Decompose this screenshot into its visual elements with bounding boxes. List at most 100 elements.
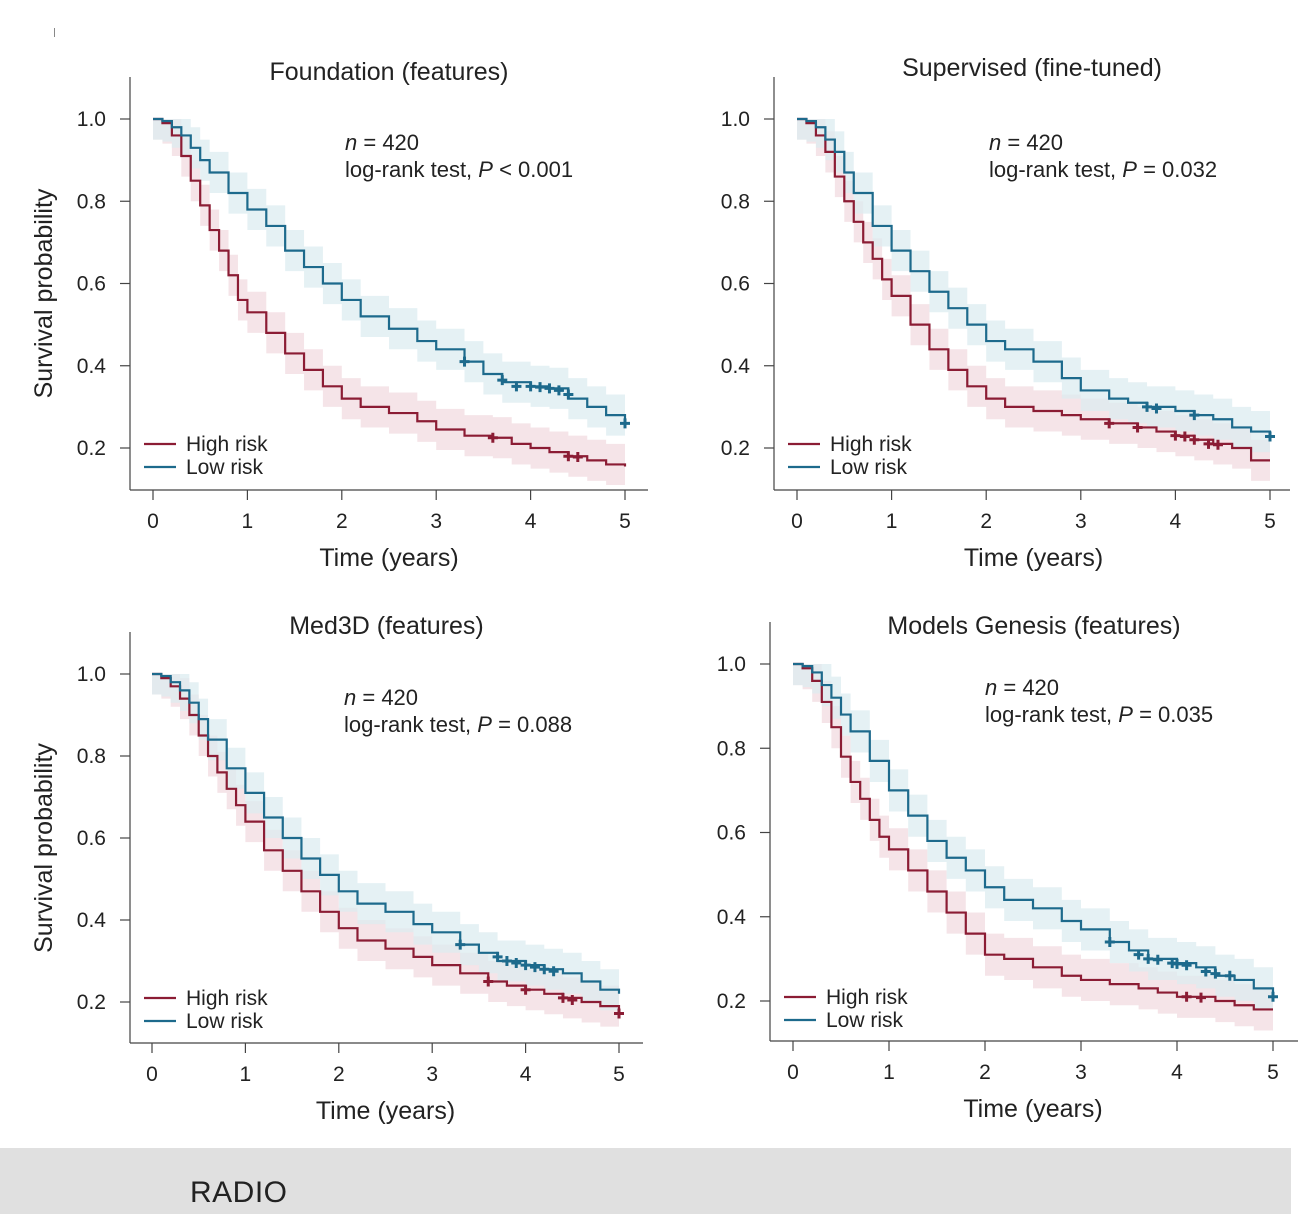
censor-mark-high-risk [614,1008,624,1019]
censor-mark-low-risk [459,356,470,367]
y-tick-label: 0.2 [717,990,746,1013]
chart-title: Supervised (fine-tuned) [902,54,1162,82]
annotation-log-rank: log-rank test, P = 0.088 [344,712,572,737]
censor-mark-high-risk [1170,430,1181,441]
x-axis-title: Time (years) [316,1097,455,1125]
censor-mark-high-risk [567,994,578,1005]
footer-bar [0,1148,1291,1214]
x-tick-label: 5 [613,1063,625,1086]
chart-panel-1: 1.0 0.8 0.6 0.4 0.2 0 1 2 3 4 5 Foundation (feature… [30,58,648,572]
x-tick-label: 3 [430,510,442,533]
x-tick-label: 2 [333,1063,345,1086]
x-tick-label: 5 [619,510,631,533]
censor-mark-high-risk [1132,422,1143,433]
y-axis-title: Survival probability [30,188,58,398]
censor-mark-low-risk [535,382,546,393]
x-tick-label: 5 [1267,1061,1279,1084]
legend-label-high-risk: High risk [826,986,908,1009]
censor-mark-low-risk [1151,403,1162,414]
x-tick-label: 3 [426,1063,438,1086]
annotation-n: n = 420 [989,130,1063,155]
censor-mark-low-risk [520,960,531,971]
censor-mark-high-risk [1179,431,1190,442]
y-tick-label: 0.6 [77,273,106,296]
censor-mark-low-risk [563,389,574,400]
x-axis-title: Time (years) [963,1095,1102,1123]
x-tick-label: 4 [525,510,537,533]
x-tick-label: 4 [1171,1061,1183,1084]
y-tick-label: 1.0 [77,663,106,686]
censor-mark-high-risk [572,452,583,463]
censor-mark-high-risk [487,432,498,443]
y-tick-label: 0.6 [721,273,750,296]
legend-label-high-risk: High risk [830,433,912,456]
censor-mark-high-risk [1189,434,1200,445]
x-tick-label: 0 [791,510,803,533]
x-tick-label: 2 [336,510,348,533]
censor-mark-low-risk [1104,937,1115,948]
censor-mark-low-risk [539,964,550,975]
legend-label-low-risk: Low risk [826,1009,904,1032]
legend-label-high-risk: High risk [186,433,268,456]
censor-mark-high-risk [1203,438,1214,449]
annotation-log-rank: log-rank test, P = 0.032 [989,157,1217,182]
censor-mark-high-risk [1104,418,1115,429]
censor-mark-low-risk [1152,954,1163,965]
y-tick-label: 0.4 [717,906,747,929]
survival-curve-low-risk [793,662,1275,997]
y-tick-label: 0.2 [77,991,106,1014]
censor-mark-low-risk [1268,991,1278,1002]
y-tick-label: 0.8 [721,190,750,213]
chart-panel-3: 1.0 0.8 0.6 0.4 0.2 0 1 2 3 4 5 Med3D (features) Tim… [30,612,643,1125]
chart-panel-2: 1.0 0.8 0.6 0.4 0.2 0 1 2 3 4 5 Supervised (fine-tu… [721,54,1290,572]
x-tick-label: 3 [1075,1061,1087,1084]
y-tick-label: 0.8 [77,190,106,213]
censor-mark-low-risk [525,381,536,392]
censor-mark-low-risk [553,385,564,396]
censor-mark-low-risk [501,956,512,966]
y-tick-label: 0.2 [77,437,106,460]
censor-mark-low-risk [1172,958,1182,969]
chart-title: Med3D (features) [289,612,484,640]
censor-mark-high-risk [520,984,531,995]
x-tick-label: 1 [883,1061,895,1084]
x-axis-title: Time (years) [319,544,458,572]
x-tick-label: 0 [147,510,159,533]
corner-mark [54,28,55,37]
x-tick-label: 3 [1075,510,1087,533]
legend-label-high-risk: High risk [186,987,268,1010]
annotation-n: n = 420 [344,685,418,710]
censor-mark-low-risk [544,383,555,394]
x-tick-label: 4 [520,1063,532,1086]
censor-mark-low-risk [548,966,559,977]
censor-mark-low-risk [620,418,630,429]
chart-title: Models Genesis (features) [887,612,1180,640]
x-tick-label: 2 [979,1061,991,1084]
y-tick-label: 0.8 [717,737,746,760]
y-tick-label: 0.8 [77,745,106,768]
annotation-log-rank: log-rank test, P < 0.001 [345,157,573,182]
y-tick-label: 0.6 [77,827,106,850]
x-tick-label: 0 [146,1063,158,1086]
censor-mark-low-risk [1143,953,1154,964]
x-tick-label: 5 [1264,510,1276,533]
censor-mark-low-risk [1265,431,1275,442]
y-tick-label: 1.0 [717,653,746,676]
censor-mark-low-risk [511,381,522,392]
chart-panel-4: 1.0 0.8 0.6 0.4 0.2 0 1 2 3 4 5 Models Genesis (fea… [717,612,1298,1123]
x-tick-label: 1 [242,510,254,533]
survival-curve-high-risk [153,117,627,467]
legend-label-low-risk: Low risk [186,456,264,479]
censor-mark-high-risk [1212,439,1223,450]
censor-mark-low-risk [497,375,508,386]
x-tick-label: 1 [886,510,898,533]
censor-mark-low-risk [492,951,503,962]
x-axis-title: Time (years) [964,544,1103,572]
censor-mark-low-risk [455,939,466,950]
censor-mark-high-risk [563,451,574,462]
y-axis-title: Survival probability [30,743,58,953]
y-tick-label: 0.6 [717,822,746,845]
censor-mark-low-risk [1224,970,1235,981]
y-tick-label: 0.4 [77,355,107,378]
confidence-band-low-risk [153,119,625,444]
